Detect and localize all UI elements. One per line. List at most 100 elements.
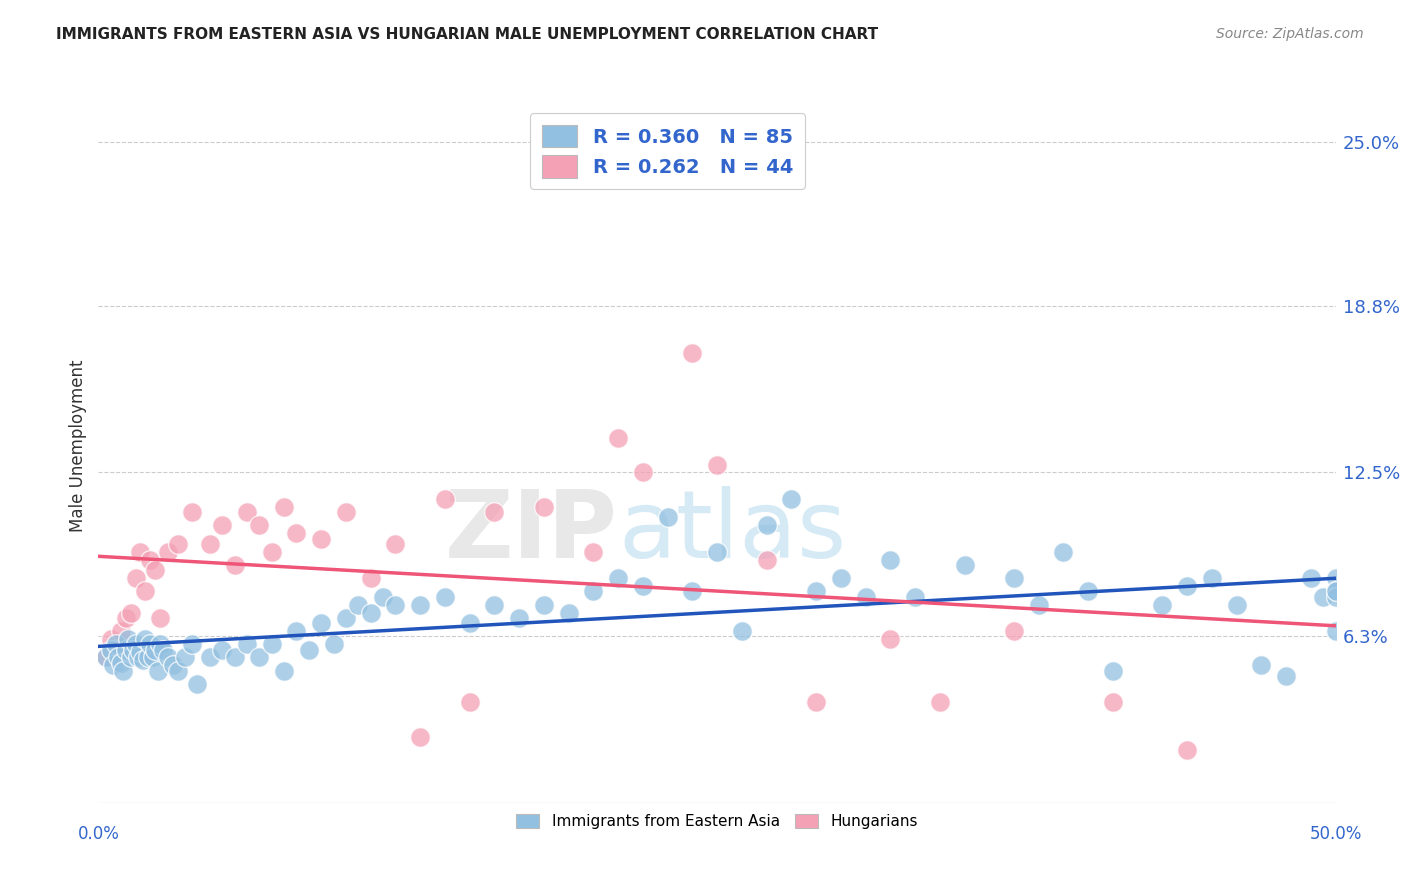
Point: [94, 650, 117, 665]
Point: [1275, 669, 1298, 683]
Point: [458, 695, 481, 709]
Point: [260, 545, 283, 559]
Point: [134, 584, 156, 599]
Point: [631, 579, 654, 593]
Point: [149, 637, 172, 651]
Point: [904, 590, 927, 604]
Point: [384, 537, 406, 551]
Point: [1152, 598, 1174, 612]
Point: [162, 658, 184, 673]
Point: [181, 637, 204, 651]
Point: [247, 518, 270, 533]
Point: [953, 558, 976, 572]
Point: [755, 518, 778, 533]
Point: [129, 545, 152, 559]
Point: [107, 650, 129, 665]
Y-axis label: Male Unemployment: Male Unemployment: [69, 359, 87, 533]
Point: [100, 632, 122, 646]
Point: [1324, 584, 1347, 599]
Point: [631, 466, 654, 480]
Point: [1102, 664, 1125, 678]
Point: [458, 616, 481, 631]
Point: [104, 642, 127, 657]
Point: [103, 658, 125, 673]
Point: [409, 598, 432, 612]
Point: [120, 606, 142, 620]
Point: [607, 571, 630, 585]
Point: [129, 645, 152, 659]
Point: [198, 537, 221, 551]
Point: [132, 653, 155, 667]
Point: [681, 584, 703, 599]
Point: [124, 571, 146, 585]
Point: [104, 637, 127, 651]
Point: [273, 500, 295, 514]
Point: [1324, 571, 1347, 585]
Point: [181, 505, 204, 519]
Point: [110, 624, 132, 638]
Point: [211, 642, 233, 657]
Point: [127, 650, 149, 665]
Point: [1002, 571, 1025, 585]
Point: [360, 571, 382, 585]
Point: [100, 642, 122, 657]
Point: [731, 624, 754, 638]
Point: [117, 632, 139, 646]
Point: [1324, 590, 1347, 604]
Point: [347, 598, 370, 612]
Point: [260, 637, 283, 651]
Point: [285, 624, 308, 638]
Point: [533, 598, 555, 612]
Point: [1299, 571, 1322, 585]
Point: [120, 650, 142, 665]
Point: [879, 632, 901, 646]
Point: [139, 552, 162, 566]
Point: [110, 656, 132, 670]
Point: [371, 590, 394, 604]
Point: [484, 598, 506, 612]
Point: [236, 505, 259, 519]
Point: [1324, 584, 1347, 599]
Point: [143, 642, 166, 657]
Point: [433, 491, 456, 506]
Point: [1002, 624, 1025, 638]
Point: [1201, 571, 1223, 585]
Point: [146, 664, 169, 678]
Point: [409, 730, 432, 744]
Point: [484, 505, 506, 519]
Point: [247, 650, 270, 665]
Text: atlas: atlas: [619, 485, 846, 578]
Point: [681, 346, 703, 360]
Point: [211, 518, 233, 533]
Point: [1226, 598, 1249, 612]
Point: [1052, 545, 1074, 559]
Point: [198, 650, 221, 665]
Point: [879, 552, 901, 566]
Point: [149, 611, 172, 625]
Text: Source: ZipAtlas.com: Source: ZipAtlas.com: [1216, 27, 1364, 41]
Point: [706, 545, 728, 559]
Point: [533, 500, 555, 514]
Point: [582, 584, 605, 599]
Point: [236, 637, 259, 651]
Point: [657, 510, 679, 524]
Point: [855, 590, 877, 604]
Point: [224, 558, 246, 572]
Point: [1175, 579, 1198, 593]
Point: [114, 611, 136, 625]
Point: [335, 505, 357, 519]
Point: [755, 552, 778, 566]
Point: [582, 545, 605, 559]
Point: [224, 650, 246, 665]
Point: [124, 637, 146, 651]
Point: [360, 606, 382, 620]
Point: [830, 571, 852, 585]
Point: [174, 650, 197, 665]
Point: [122, 642, 145, 657]
Point: [186, 677, 208, 691]
Point: [136, 650, 159, 665]
Point: [1175, 743, 1198, 757]
Point: [1312, 590, 1334, 604]
Point: [298, 642, 321, 657]
Point: [309, 616, 332, 631]
